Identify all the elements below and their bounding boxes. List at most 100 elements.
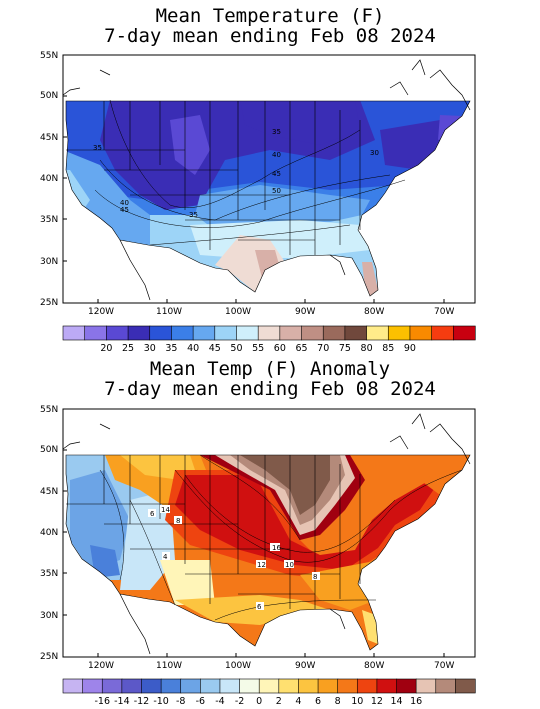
panel1-lat-axis: 55N 50N 45N 40N 35N 30N 25N	[40, 51, 67, 308]
lat-tick-label: 55N	[40, 405, 58, 415]
panel2-state-borders	[65, 454, 471, 651]
colorbar-swatch	[415, 678, 437, 694]
colorbar-label: 45	[209, 343, 221, 354]
panel2-coastlines	[62, 413, 471, 655]
lat-tick-label: 45N	[40, 133, 58, 143]
colorbar-label: 0	[256, 696, 262, 707]
contour-label: 14	[161, 506, 170, 514]
contour-label: 10	[285, 561, 294, 569]
colorbar-label: 65	[295, 343, 307, 354]
colorbar-swatch	[257, 325, 281, 341]
colorbar-label: -2	[235, 696, 244, 707]
contour-label: 35	[189, 211, 198, 219]
panel2-title-line2: 7-day mean ending Feb 08 2024	[104, 378, 436, 400]
colorbar-label: 8	[335, 696, 341, 707]
panel1-map: 35 40 45 50 35 40 45 35 30 55N 50N 45N 4…	[40, 51, 476, 354]
lon-tick-label: 90W	[295, 661, 315, 671]
colorbar-swatch	[149, 325, 173, 341]
colorbar-label: 75	[339, 343, 351, 354]
colorbar-label: -6	[196, 696, 205, 707]
lat-tick-label: 45N	[40, 487, 58, 497]
colorbar-swatch	[236, 325, 259, 341]
colorbar-swatch	[180, 678, 201, 694]
panel1-coastlines	[62, 59, 471, 301]
contour-label: 6	[150, 510, 155, 518]
colorbar-swatch	[62, 325, 86, 341]
colorbar-swatch	[171, 325, 194, 341]
colorbar-swatch	[141, 678, 162, 694]
colorbar-swatch	[387, 325, 411, 341]
colorbar-label: 40	[187, 343, 199, 354]
colorbar-label: 55	[252, 343, 264, 354]
lon-tick-label: 110W	[156, 661, 182, 671]
colorbar-label: 10	[351, 696, 363, 707]
panel2-lon-axis: 120W 110W 100W 90W 80W 70W	[88, 653, 454, 671]
lon-tick-label: 70W	[434, 307, 454, 317]
panel2-frame	[62, 408, 476, 658]
panel2-contour-labels: 16 6 8 14 12 10 8 6 4	[148, 505, 320, 611]
panel2-colorbar	[62, 678, 476, 694]
contour-label: 35	[93, 144, 102, 152]
colorbar-swatch	[106, 325, 129, 341]
lat-tick-label: 50N	[40, 445, 58, 455]
colorbar-label: 6	[315, 696, 321, 707]
panel1-colorbar-labels: 20 25 30 35 40 45 50 55 60 65 70 75 80 85 90	[100, 343, 416, 354]
colorbar-swatch	[214, 325, 238, 341]
contour-label: 40	[120, 199, 129, 207]
contour-label: 40	[272, 151, 281, 159]
contour-label: 50	[272, 187, 281, 195]
contour-label: 30	[370, 149, 379, 157]
panel1-colorbar	[62, 325, 476, 341]
lon-tick-label: 120W	[88, 307, 114, 317]
panel1-title-line1: Mean Temperature (F)	[155, 5, 385, 27]
panel2-colorbar-labels: -16 -14 -12 -10 -8 -6 -4 -2 0 2 4 6 8 10 12 14 16	[94, 696, 422, 707]
colorbar-label: 25	[122, 343, 134, 354]
colorbar-label: -8	[176, 696, 185, 707]
contour-label: 45	[272, 170, 281, 178]
colorbar-swatch	[192, 325, 216, 341]
lon-tick-label: 70W	[434, 661, 454, 671]
contour-label: 45	[120, 206, 129, 214]
colorbar-label: 80	[361, 343, 373, 354]
colorbar-swatch	[453, 325, 476, 341]
lat-tick-label: 30N	[40, 611, 58, 621]
lon-tick-label: 110W	[156, 307, 182, 317]
lat-tick-label: 25N	[40, 652, 58, 662]
colorbar-label: 20	[100, 343, 112, 354]
colorbar-swatch	[82, 678, 103, 694]
lat-tick-label: 40N	[40, 528, 58, 538]
lat-tick-label: 25N	[40, 298, 58, 308]
colorbar-swatch	[258, 678, 280, 694]
contour-label: 6	[257, 603, 262, 611]
colorbar-swatch	[84, 325, 107, 341]
panel1-frame	[62, 54, 476, 304]
panel1-state-borders	[65, 100, 471, 297]
colorbar-swatch	[200, 678, 221, 694]
colorbar-swatch	[278, 678, 300, 694]
colorbar-swatch	[62, 678, 84, 694]
colorbar-label: -4	[215, 696, 224, 707]
colorbar-label: -14	[114, 696, 130, 707]
colorbar-swatch	[219, 678, 241, 694]
panel2-title-line1: Mean Temp (F) Anomaly	[149, 358, 391, 380]
lon-tick-label: 80W	[364, 307, 384, 317]
colorbar-label: -10	[153, 696, 169, 707]
colorbar-label: 30	[144, 343, 156, 354]
colorbar-label: 16	[410, 696, 422, 707]
colorbar-swatch	[121, 678, 143, 694]
colorbar-swatch	[376, 678, 398, 694]
colorbar-swatch	[279, 325, 303, 341]
colorbar-label: 12	[371, 696, 383, 707]
colorbar-swatch	[431, 325, 454, 341]
lat-tick-label: 35N	[40, 215, 58, 225]
lat-tick-label: 55N	[40, 51, 58, 61]
lon-tick-label: 120W	[88, 661, 114, 671]
panel1-lon-axis: 120W 110W 100W 90W 80W 70W	[88, 299, 454, 317]
colorbar-swatch	[101, 678, 123, 694]
lon-tick-label: 90W	[295, 307, 315, 317]
colorbar-swatch	[455, 678, 476, 694]
panel2-map: 16 6 8 14 12 10 8 6 4 55N 50N 45N 40N 35…	[40, 405, 476, 707]
colorbar-swatch	[298, 678, 319, 694]
colorbar-label: 50	[230, 343, 242, 354]
colorbar-swatch	[127, 325, 151, 341]
